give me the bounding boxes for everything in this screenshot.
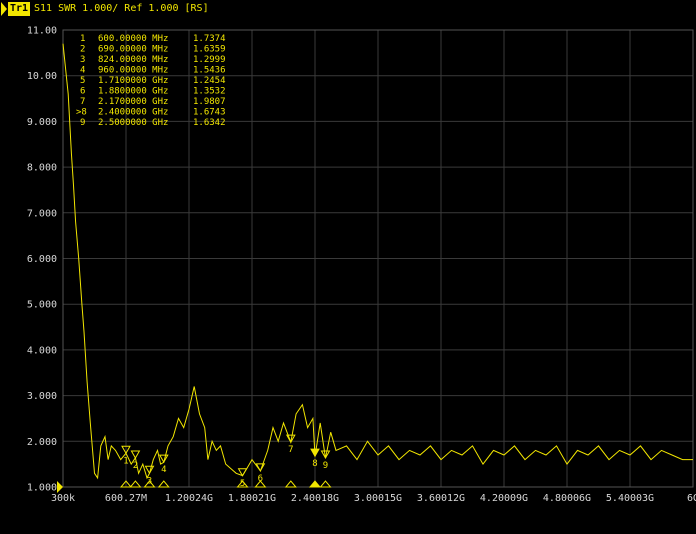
marker-8-triangle: [310, 448, 320, 458]
marker-table-index: 2: [80, 45, 85, 55]
marker-2-number: 2: [133, 461, 138, 471]
trace-header: Tr1 S11 SWR 1.000/ Ref 1.000 [RS]: [0, 0, 696, 20]
marker-table-frequency: 1.8800000 GHz: [98, 87, 168, 97]
y-tick-label: 10.00: [27, 71, 57, 82]
marker-table-index: 5: [80, 76, 85, 86]
marker-table-value: 1.6359: [193, 45, 226, 55]
marker-3-triangle: [144, 465, 155, 475]
x-tick-label: 1.80021G: [228, 493, 276, 504]
marker-1-triangle: [121, 445, 131, 455]
marker-table-index: 3: [80, 55, 85, 65]
marker-1-number: 1: [123, 456, 128, 466]
marker-6-triangle: [255, 463, 266, 472]
marker-2-bottom-icon: [129, 480, 142, 488]
x-tick-label: 600.27M: [105, 493, 147, 504]
x-tick-label: 3.60012G: [417, 493, 465, 504]
marker-table-value: 1.7374: [193, 34, 226, 44]
y-tick-label: 3.000: [27, 391, 57, 402]
y-tick-label: 1.000: [27, 483, 57, 494]
plot-frame: [62, 29, 694, 488]
x-tick-label: 2.40018G: [291, 493, 339, 504]
marker-9-number: 9: [323, 461, 328, 471]
marker-6-number: 6: [258, 474, 263, 484]
marker-6-bottom-icon: [254, 480, 267, 488]
marker-table-index: >8: [76, 108, 87, 118]
reference-level-arrow-icon: [57, 481, 63, 493]
marker-7-number: 7: [288, 445, 293, 455]
active-trace-arrow-icon: [1, 2, 7, 16]
marker-table-index: 9: [80, 118, 85, 128]
marker-table-value: 1.6743: [193, 108, 226, 118]
x-tick-label: 4.80006G: [543, 493, 591, 504]
marker-table-frequency: 960.00000 MHz: [98, 66, 168, 76]
marker-7-triangle: [285, 434, 296, 444]
marker-table-index: 7: [80, 97, 85, 107]
marker-table-frequency: 824.00000 MHz: [98, 55, 168, 65]
marker-table-frequency: 2.5000000 GHz: [98, 118, 168, 128]
marker-table-frequency: 2.4000000 GHz: [98, 108, 168, 118]
y-tick-label: 8.000: [27, 163, 57, 174]
marker-table-value: 1.2999: [193, 55, 226, 65]
x-tick-label: 5.40003G: [606, 493, 654, 504]
trace-tag[interactable]: Tr1: [8, 2, 31, 16]
marker-table-frequency: 2.1700000 GHz: [98, 97, 168, 107]
x-tick-label: 6G: [687, 493, 696, 504]
marker-table-frequency: 600.00000 MHz: [98, 34, 168, 44]
marker-table-value: 1.9807: [193, 97, 226, 107]
marker-table-index: 1: [80, 34, 85, 44]
marker-2-triangle: [130, 450, 141, 459]
marker-table-value: 1.3532: [193, 87, 226, 97]
x-tick-label: 1.20024G: [165, 493, 213, 504]
trace-title: S11 SWR 1.000/ Ref 1.000 [RS]: [34, 3, 209, 14]
x-tick-label: 3.00015G: [354, 493, 402, 504]
y-tick-label: 6.000: [27, 254, 57, 265]
marker-9-bottom-icon: [319, 480, 332, 488]
y-tick-label: 7.000: [27, 208, 57, 219]
marker-8-bottom-icon: [308, 480, 322, 488]
marker-table-index: 4: [80, 66, 85, 76]
marker-7-bottom-icon: [284, 480, 297, 488]
marker-5-triangle: [237, 468, 248, 477]
marker-5-bottom-icon: [236, 480, 249, 488]
y-tick-label: 4.000: [27, 345, 57, 356]
y-tick-label: 5.000: [27, 300, 57, 311]
y-tick-label: 9.000: [27, 117, 57, 128]
marker-3-bottom-icon: [143, 480, 156, 488]
swr-trace: [62, 43, 693, 480]
x-tick-label: 4.20009G: [480, 493, 528, 504]
marker-8-number: 8: [312, 459, 317, 469]
marker-table-frequency: 690.00000 MHz: [98, 45, 168, 55]
marker-4-bottom-icon: [157, 480, 170, 488]
y-tick-label: 11.00: [27, 26, 57, 37]
marker-table-value: 1.2454: [193, 76, 226, 86]
marker-5-number: 5: [240, 479, 245, 489]
marker-table-frequency: 1.7100000 GHz: [98, 76, 168, 86]
x-tick-label: 300k: [51, 493, 75, 504]
marker-table-index: 6: [80, 87, 85, 97]
y-tick-label: 2.000: [27, 437, 57, 448]
marker-4-triangle: [158, 454, 169, 464]
marker-table-value: 1.6342: [193, 118, 226, 128]
marker-table-value: 1.5436: [193, 66, 226, 76]
marker-9-triangle: [320, 450, 331, 460]
marker-4-number: 4: [161, 465, 166, 475]
marker-1-bottom-icon: [119, 480, 133, 488]
